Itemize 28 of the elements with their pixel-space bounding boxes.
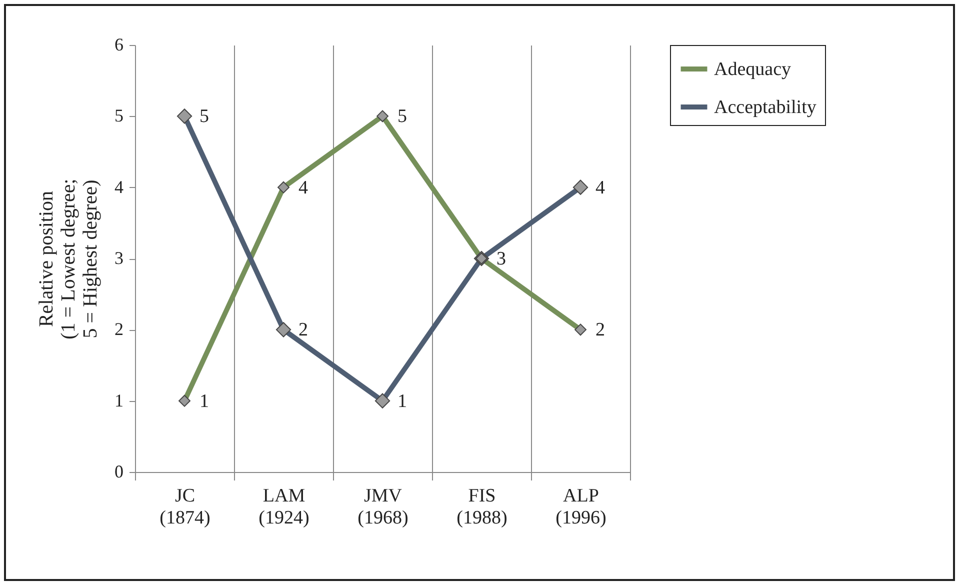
x-tick-label: JC (1874) bbox=[160, 486, 210, 528]
legend-label: Adequacy bbox=[714, 59, 792, 80]
y-tick-label: 0 bbox=[114, 462, 124, 482]
data-label: 4 bbox=[298, 177, 308, 198]
point bbox=[176, 108, 192, 124]
y-axis-title: Relative position (1 = Lowest degree; 5 = Highest degree) bbox=[36, 178, 102, 340]
y-tick-label: 1 bbox=[114, 390, 124, 410]
data-label: 5 bbox=[398, 106, 407, 128]
point bbox=[374, 393, 390, 408]
data-label: 3 bbox=[496, 248, 506, 270]
x-tick-label: FIS (1988) bbox=[456, 486, 508, 528]
y-tick-label: 3 bbox=[114, 248, 124, 268]
point bbox=[572, 180, 588, 195]
y-tick-label: 6 bbox=[114, 34, 124, 54]
data-label: 2 bbox=[596, 320, 605, 341]
x-tick-label: JMV (1968) bbox=[358, 486, 408, 528]
y-tick-label: 2 bbox=[114, 319, 124, 340]
data-label: 1 bbox=[398, 390, 407, 412]
data-label: 5 bbox=[200, 106, 209, 128]
legend-label: Acceptability bbox=[714, 97, 817, 118]
x-tick-label: LAM (1924) bbox=[258, 486, 310, 528]
y-tick-label: 4 bbox=[114, 176, 124, 197]
data-label: 2 bbox=[298, 320, 308, 341]
data-label: 4 bbox=[596, 177, 606, 198]
x-tick-label: ALP (1996) bbox=[556, 486, 606, 528]
data-label: 1 bbox=[200, 390, 209, 412]
y-tick-label: 5 bbox=[114, 106, 124, 126]
point bbox=[276, 322, 292, 338]
